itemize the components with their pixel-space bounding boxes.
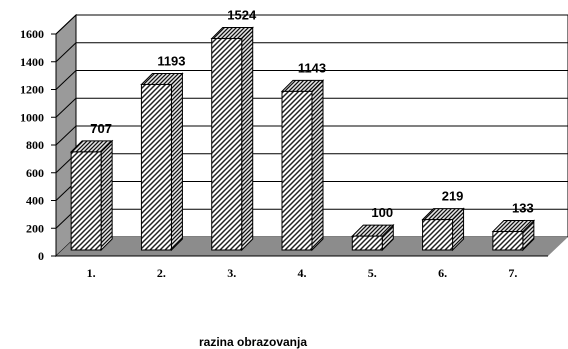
bar-front [70,151,102,251]
x-tick-label: 6. [438,266,447,280]
bar [351,223,395,252]
data-label: 707 [90,121,112,136]
y-tick-label: 0 [38,249,44,263]
y-axis: 0 200 400 600 800 1000 1200 1400 1600 [20,27,57,263]
bar [421,207,465,252]
y-tick-label: 1600 [20,27,44,41]
x-tick-label: 1. [87,266,96,280]
bar-front [422,219,454,251]
data-label: 1143 [298,60,326,75]
bar [69,139,114,252]
data-label: 1524 [227,8,257,23]
bar-side [100,139,113,252]
value-labels: 707 1193 1524 1143 100 219 133 [90,8,533,221]
bar-side [241,26,254,252]
data-label: 133 [512,201,534,216]
data-label: 100 [371,205,393,220]
x-axis-title: razina obrazovanja [199,335,307,349]
bars [69,26,536,252]
bar [491,219,536,252]
gridline-side [55,125,77,146]
x-tick-label: 2. [157,266,166,280]
bar [280,79,325,252]
bar-front [281,90,313,251]
bar-front [492,231,524,251]
y-tick-label: 400 [26,194,44,208]
gridline-side [55,42,77,63]
gridline-side [55,97,77,118]
bar-front [351,235,383,251]
x-axis: 1. 2. 3. 4. 5. 6. 7. [56,255,548,280]
gridline-side [55,70,77,90]
y-tick-label: 800 [26,138,44,152]
x-tick-label: 7. [508,266,517,280]
y-tick-label: 200 [26,221,44,235]
y-tick-label: 1400 [20,55,44,69]
y-tick-label: 1000 [20,110,44,124]
bar-front [140,83,172,251]
data-label: 219 [442,189,464,204]
bar-front [211,38,243,251]
bar [140,72,184,252]
gridline-side [55,14,77,35]
x-tick-label: 4. [298,266,307,280]
data-label: 1193 [157,53,185,68]
x-tick-label: 3. [227,266,236,280]
y-tick-label: 1200 [20,83,44,97]
bar-side [311,79,324,252]
bar [210,26,254,252]
y-tick-label: 600 [26,166,44,180]
bar-side [170,72,183,252]
x-tick-label: 5. [368,266,377,280]
